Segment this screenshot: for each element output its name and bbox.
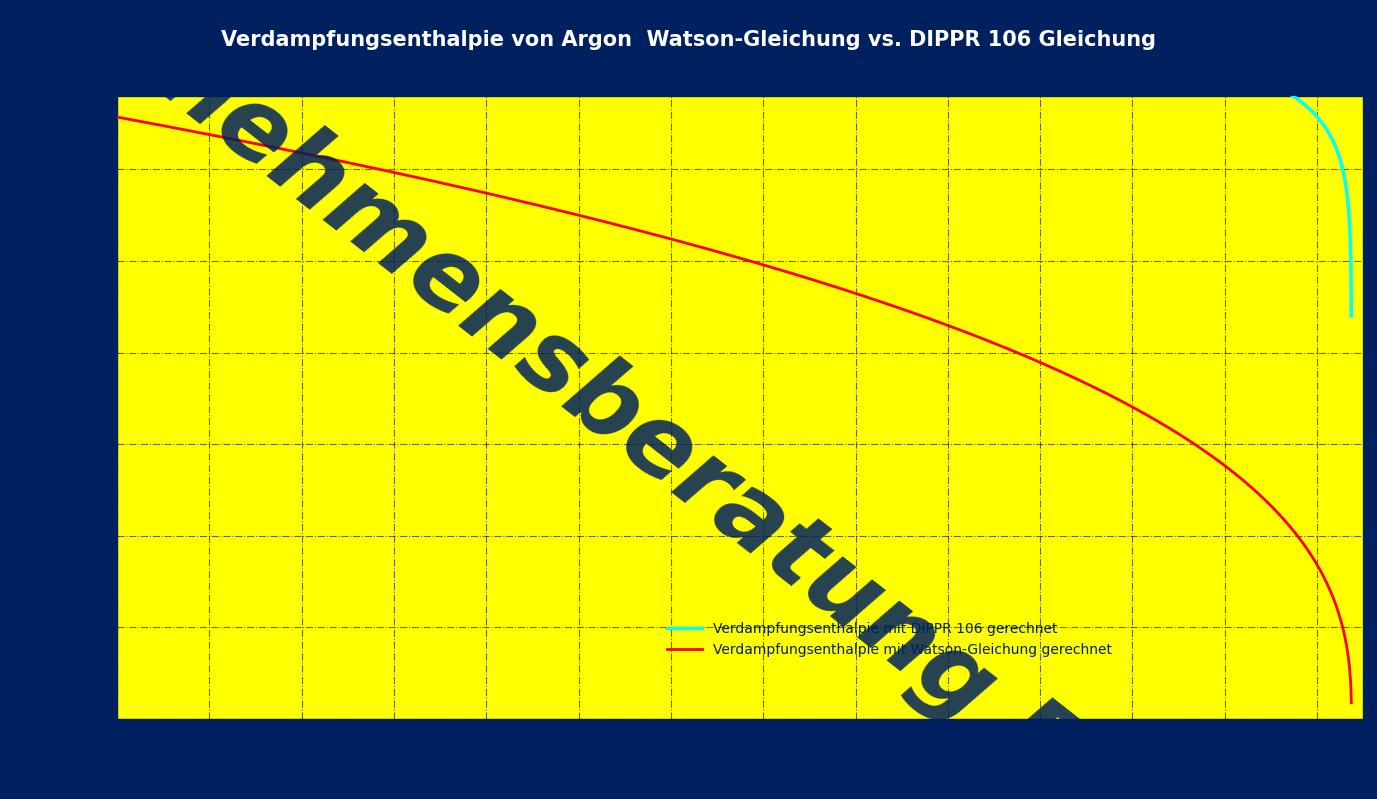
- Text: Verdampfungsenthalpie von Argon  Watson-Gleichung vs. DIPPR 106 Gleichung: Verdampfungsenthalpie von Argon Watson-G…: [220, 30, 1157, 50]
- Verdampfungsenthalpie mit DIPPR 106 gerechnet: [322, 0, 339, 2]
- Legend: Verdampfungsenthalpie mit DIPPR 106 gerechnet, Verdampfungsenthalpie mit Watson-: Verdampfungsenthalpie mit DIPPR 106 gere…: [662, 616, 1118, 662]
- Line: Verdampfungsenthalpie mit DIPPR 106 gerechnet: Verdampfungsenthalpie mit DIPPR 106 gere…: [117, 0, 1351, 316]
- Verdampfungsenthalpie mit Watson-Gleichung gerechnet: [582, 213, 599, 223]
- Verdampfungsenthalpie mit DIPPR 106 gerechnet: [1186, 53, 1202, 62]
- Verdampfungsenthalpie mit DIPPR 106 gerechnet: [1343, 312, 1359, 321]
- X-axis label: Temperatur in K: Temperatur in K: [665, 751, 815, 769]
- Verdampfungsenthalpie mit Watson-Gleichung gerechnet: [109, 112, 125, 121]
- Verdampfungsenthalpie mit DIPPR 106 gerechnet: [1319, 125, 1336, 135]
- Verdampfungsenthalpie mit Watson-Gleichung gerechnet: [636, 227, 653, 237]
- Verdampfungsenthalpie mit DIPPR 106 gerechnet: [582, 1, 599, 10]
- Text: Unternehmensberatung Babel: Unternehmensberatung Babel: [0, 0, 1292, 799]
- Y-axis label: Verdampfungsenthalpie in kJ/kg: Verdampfungsenthalpie in kJ/kg: [33, 270, 47, 545]
- Verdampfungsenthalpie mit Watson-Gleichung gerechnet: [1319, 578, 1336, 588]
- Verdampfungsenthalpie mit Watson-Gleichung gerechnet: [249, 139, 266, 149]
- Verdampfungsenthalpie mit Watson-Gleichung gerechnet: [1343, 698, 1359, 708]
- Verdampfungsenthalpie mit Watson-Gleichung gerechnet: [322, 154, 339, 164]
- Line: Verdampfungsenthalpie mit Watson-Gleichung gerechnet: Verdampfungsenthalpie mit Watson-Gleichu…: [117, 117, 1351, 703]
- Verdampfungsenthalpie mit DIPPR 106 gerechnet: [636, 3, 653, 13]
- Verdampfungsenthalpie mit Watson-Gleichung gerechnet: [1186, 439, 1202, 449]
